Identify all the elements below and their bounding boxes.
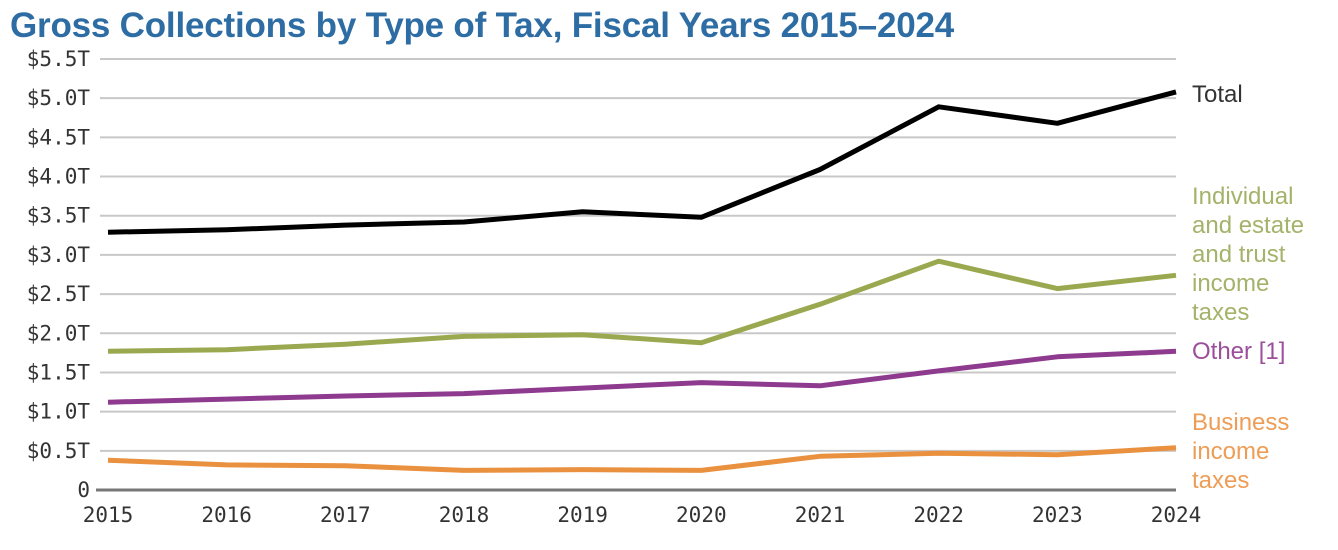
x-axis-ticks: 2015 2016 2017 2018 2019 2020 2021 2022 2023 2024 <box>83 503 1202 527</box>
y-tick-label: $1.5T <box>27 360 91 384</box>
series-label-line: taxes <box>1192 467 1249 494</box>
x-tick-label: 2024 <box>1151 503 1202 527</box>
x-tick-label: 2015 <box>83 503 134 527</box>
series-label-line: taxes <box>1192 299 1249 326</box>
series-label-total: Total <box>1192 81 1243 108</box>
y-tick-label: $2.5T <box>27 282 91 306</box>
x-tick-label: 2017 <box>320 503 371 527</box>
y-tick-label: $5.0T <box>27 86 91 110</box>
y-axis-ticks: 0 $0.5T $1.0T $1.5T $2.0T $2.5T $3.0T $3.5T $4.0… <box>27 47 91 502</box>
series-label-line: Other [1] <box>1192 338 1285 365</box>
y-tick-label: $3.5T <box>27 204 91 228</box>
x-tick-label: 2021 <box>795 503 846 527</box>
y-tick-label: $4.0T <box>27 165 91 189</box>
series-lines <box>107 89 1177 473</box>
y-tick-label: $4.5T <box>27 125 91 149</box>
series-line-total <box>107 89 1177 235</box>
y-tick-label: $3.0T <box>27 243 91 267</box>
series-label-line: Business <box>1192 409 1289 436</box>
y-tick-label: $5.5T <box>27 47 91 71</box>
y-tick-label: $1.0T <box>27 400 91 424</box>
series-line-business-income-taxes <box>107 445 1177 473</box>
y-tick-label: 0 <box>77 478 90 502</box>
series-label-other-1: Other [1] <box>1192 338 1285 365</box>
y-tick-label: $0.5T <box>27 439 91 463</box>
series-line-individual-and-estate-and-trust-income-taxes <box>107 258 1177 354</box>
y-tick-label: $2.0T <box>27 321 91 345</box>
x-tick-label: 2018 <box>439 503 490 527</box>
series-label-line: and estate <box>1192 212 1304 239</box>
series-label-line: income <box>1192 270 1269 297</box>
series-label-line: income <box>1192 438 1269 465</box>
series-line-other-1 <box>107 348 1177 405</box>
x-tick-label: 2020 <box>676 503 727 527</box>
series-label-line: Individual <box>1192 183 1293 210</box>
chart-title: Gross Collections by Type of Tax, Fiscal… <box>10 6 955 45</box>
x-tick-label: 2019 <box>557 503 608 527</box>
x-tick-label: 2022 <box>913 503 964 527</box>
gridlines <box>96 58 1176 492</box>
x-tick-label: 2016 <box>201 503 252 527</box>
series-label-line: Total <box>1192 81 1243 108</box>
x-tick-label: 2023 <box>1032 503 1083 527</box>
series-label-line: and trust <box>1192 241 1286 268</box>
